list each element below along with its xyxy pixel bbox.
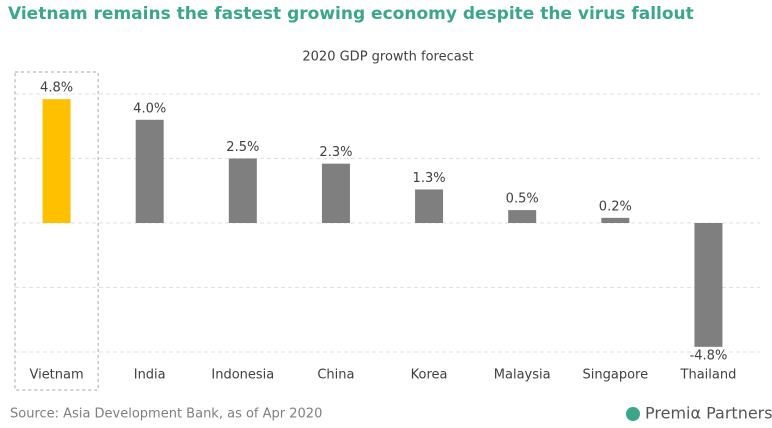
bar (228, 158, 257, 223)
chart-title: Vietnam remains the fastest growing econ… (8, 4, 694, 24)
bar (135, 119, 164, 223)
x-tick-label: China (317, 368, 354, 383)
bar (321, 163, 350, 223)
logo-icon (626, 407, 640, 421)
x-tick-label: Vietnam (29, 368, 83, 383)
x-tick-label: Indonesia (211, 368, 274, 383)
value-label: 0.5% (506, 192, 539, 207)
value-label: -4.8% (690, 348, 728, 363)
bar (415, 189, 444, 223)
x-tick-label: India (134, 368, 166, 383)
logo: Premiα Partners (645, 404, 772, 423)
chart-subtitle: 2020 GDP growth forecast (302, 50, 473, 65)
value-label: 1.3% (413, 171, 446, 186)
highlight-box (14, 71, 99, 391)
value-label: 2.3% (319, 145, 352, 160)
value-label: 2.5% (226, 140, 259, 155)
bar (601, 217, 630, 223)
value-label: 0.2% (599, 199, 632, 214)
x-tick-label: Korea (411, 368, 448, 383)
bar (508, 210, 537, 223)
bar (694, 223, 723, 347)
x-tick-label: Singapore (583, 368, 649, 383)
bar (42, 99, 71, 223)
x-tick-label: Thailand (680, 368, 737, 383)
source: Source: Asia Development Bank, as of Apr… (10, 407, 322, 422)
value-label: 4.8% (40, 81, 73, 96)
value-label: 4.0% (133, 101, 166, 116)
x-tick-label: Malaysia (494, 368, 551, 383)
